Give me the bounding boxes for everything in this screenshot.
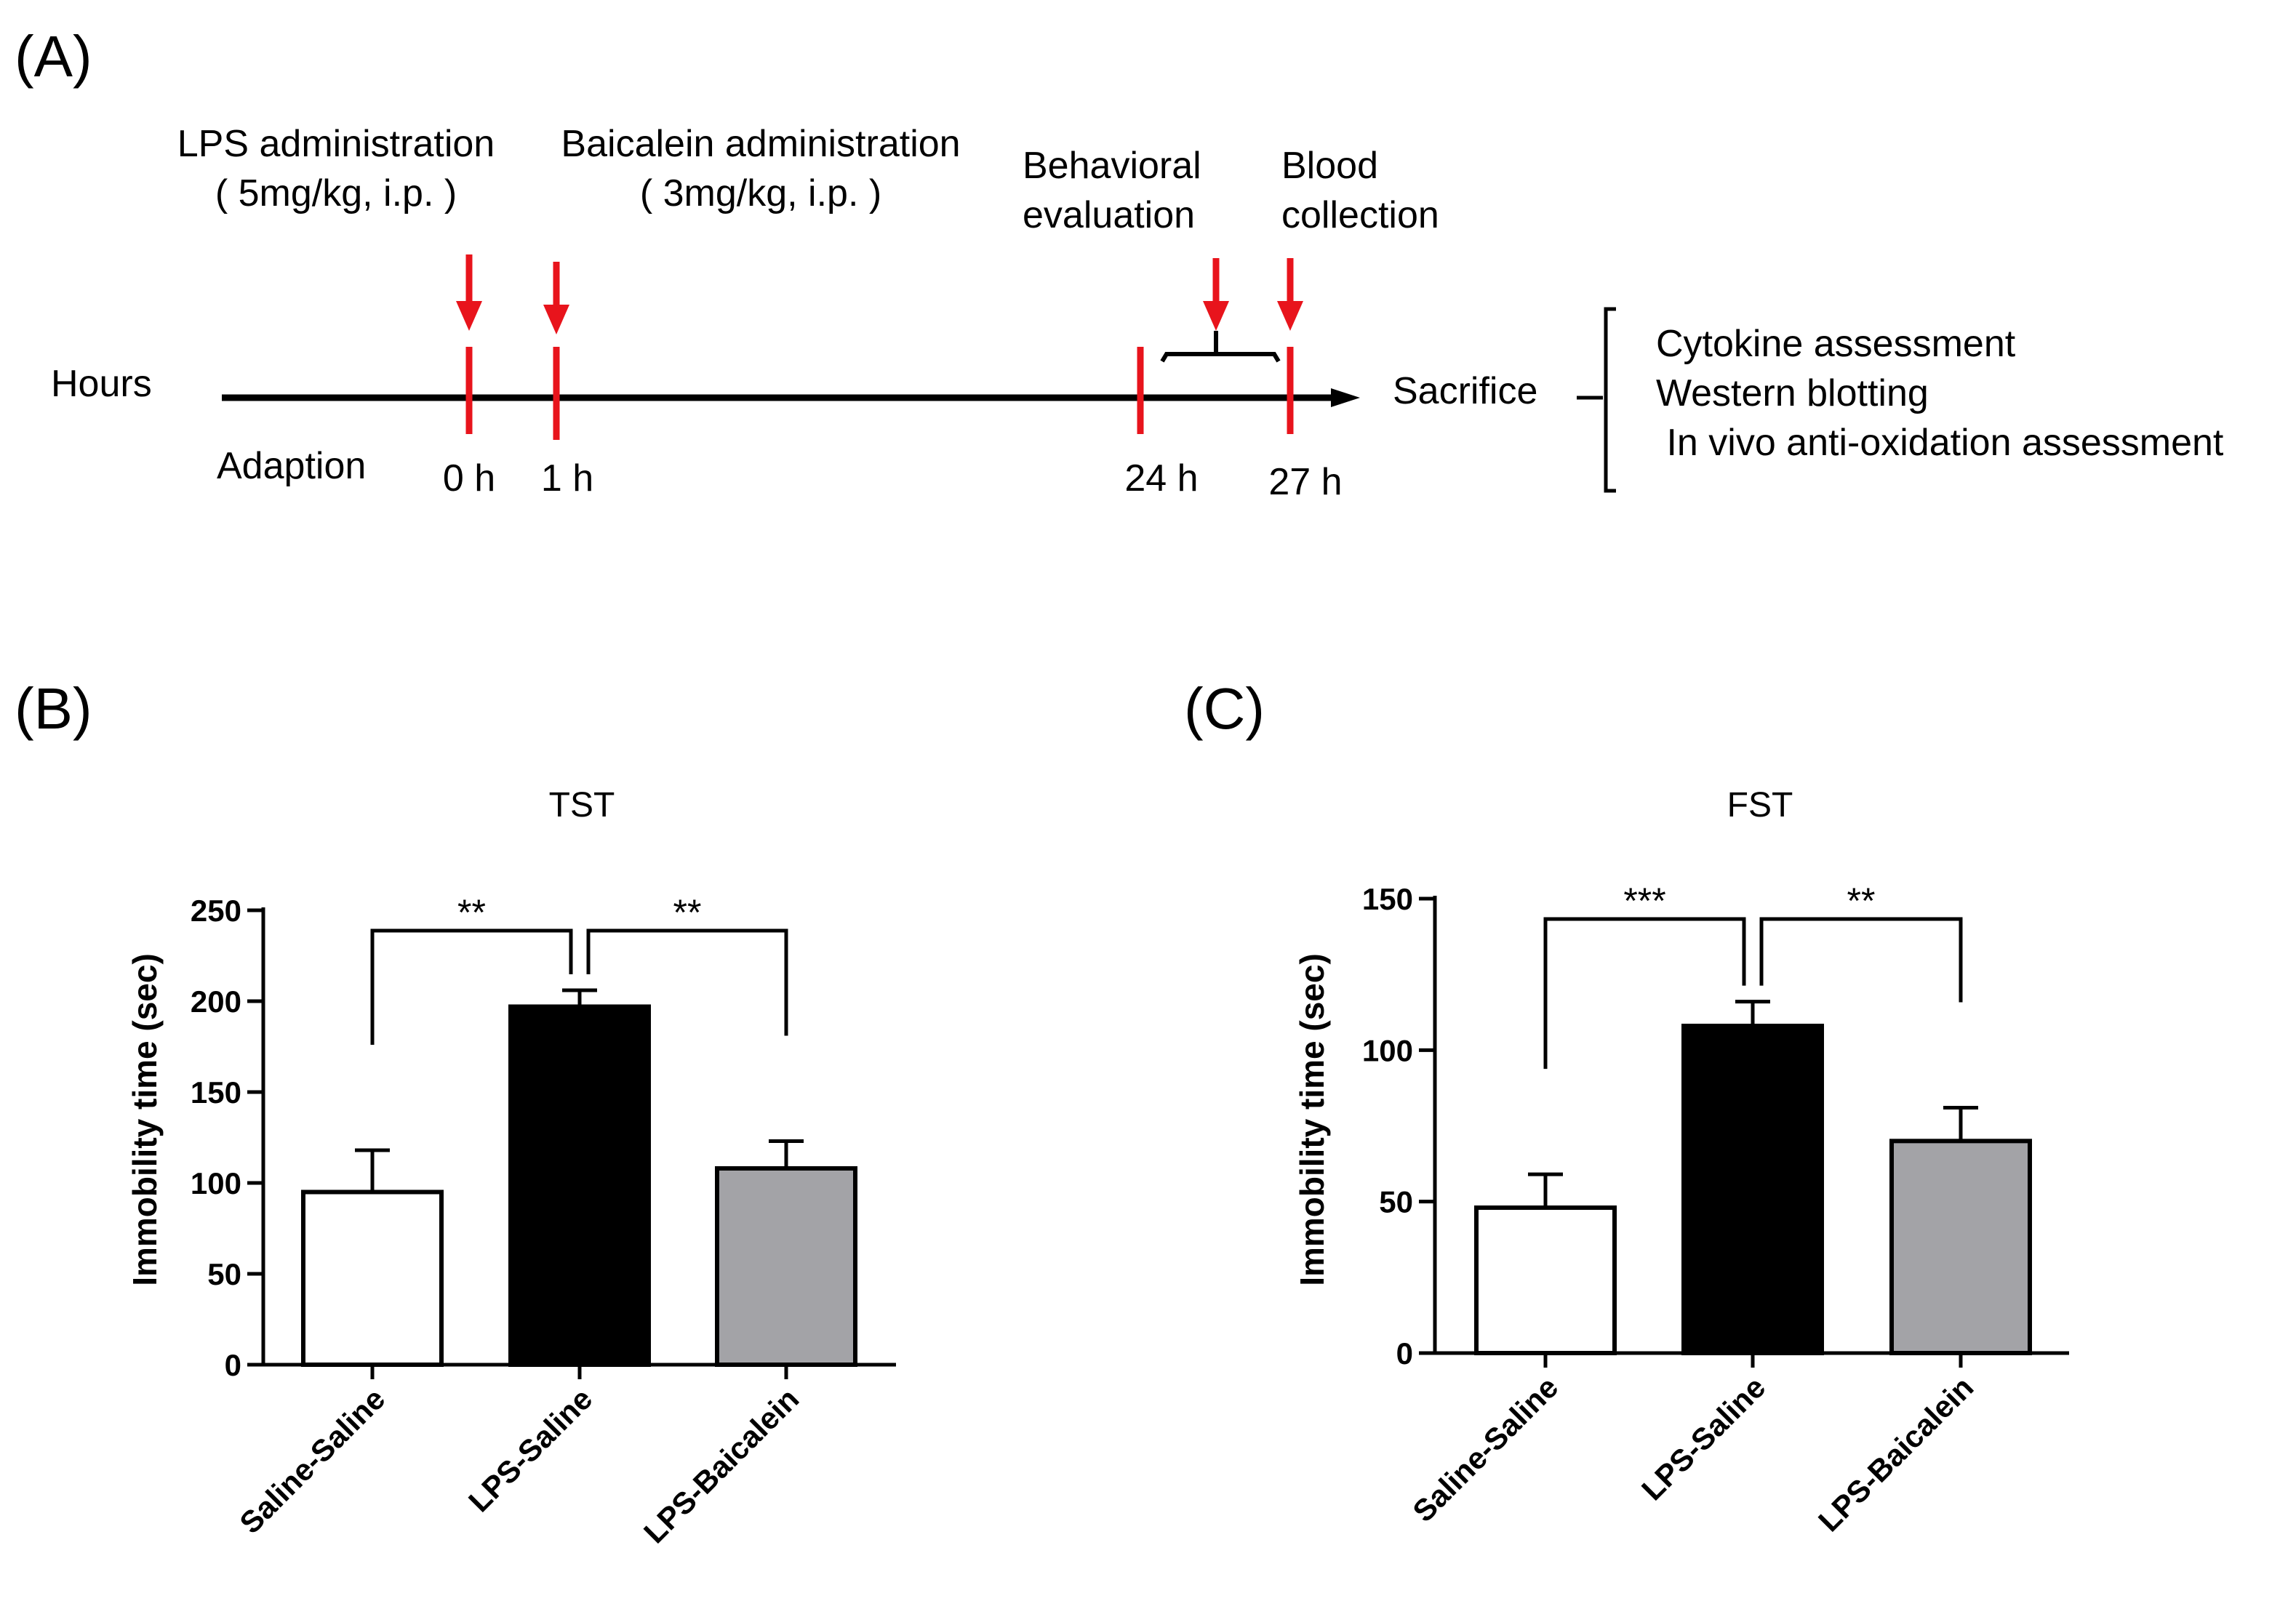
chart-b-bar-1	[508, 1004, 651, 1367]
chart-b-significance-label-0: **	[457, 892, 486, 933]
chart-c-significance-label-1: **	[1847, 880, 1876, 921]
chart-b-significance-label-1: **	[673, 892, 702, 933]
chart-c-significance-bracket-1	[1759, 917, 1963, 1003]
chart-b-bar-2	[715, 1166, 857, 1367]
lps-dose-label: ( 5mg/kg, i.p. )	[215, 172, 457, 214]
chart-b-panel-label: (B)	[15, 676, 92, 741]
timeline-arrowhead-icon	[1331, 388, 1360, 407]
chart-b-y-tick-label: 100	[191, 1166, 241, 1200]
chart-c-significance-bracket-0	[1543, 917, 1746, 1070]
behavioral-evaluation-label-line2: evaluation	[1023, 194, 1195, 236]
time-label-27h: 27 h	[1268, 461, 1342, 503]
chart-b-significance-bracket-0	[370, 928, 573, 1045]
blood-collection-label-line1: Blood	[1281, 145, 1378, 187]
adaption-label: Adaption	[217, 445, 366, 487]
chart-b-y-tick-label: 150	[191, 1075, 241, 1110]
chart-b-significance-bracket-1	[586, 928, 788, 1036]
outcome-western-blot: Western blotting	[1656, 372, 1929, 414]
chart-b-y-tick-label: 0	[225, 1348, 241, 1382]
lps-arrow-icon	[456, 254, 482, 331]
chart-c-y-tick-label: 100	[1362, 1033, 1413, 1067]
time-label-0h: 0 h	[443, 457, 495, 499]
time-label-24h: 24 h	[1124, 457, 1198, 499]
blood-collection-label-line2: collection	[1281, 194, 1439, 236]
baicalein-dose-label: ( 3mg/kg, i.p. )	[640, 172, 881, 214]
behavioral-arrow-icon	[1203, 258, 1229, 331]
behavioral-window-bracket	[1160, 331, 1281, 363]
panel-a-label: (A)	[15, 24, 92, 89]
sacrifice-label: Sacrifice	[1393, 370, 1537, 412]
baicalein-administration-label: Baicalein administration	[561, 123, 960, 165]
outcome-antioxidation: In vivo anti-oxidation assessment	[1656, 422, 2224, 464]
time-label-1h: 1 h	[541, 457, 593, 499]
chart-b-y-axis-label: Immobility time (sec)	[126, 953, 164, 1286]
chart-c-title: FST	[1727, 786, 1793, 824]
chart-b-y-tick-label: 50	[207, 1257, 241, 1291]
outcome-cytokine: Cytokine assessment	[1656, 323, 2016, 365]
chart-b-y-tick-label: 200	[191, 984, 241, 1019]
chart-c-y-tick-label: 50	[1379, 1185, 1413, 1219]
chart-c-y-tick-label: 150	[1362, 882, 1413, 916]
baicalein-arrow-icon	[543, 262, 569, 334]
lps-administration-label: LPS administration	[177, 123, 495, 165]
hours-label: Hours	[51, 363, 152, 405]
panel-a-timeline: (A) LPS administration ( 5mg/kg, i.p. ) …	[15, 24, 2224, 503]
chart-c-bar-1	[1681, 1024, 1824, 1355]
chart-c-bar-0	[1474, 1205, 1617, 1355]
chart-c-y-tick-label: 0	[1396, 1336, 1413, 1371]
outcomes-bracket	[1604, 307, 1616, 493]
chart-c-panel-label: (C)	[1184, 676, 1265, 741]
chart-c-y-axis-label: Immobility time (sec)	[1293, 953, 1331, 1286]
chart-b-y-tick-label: 250	[191, 894, 241, 928]
chart-b-bar-0	[301, 1189, 444, 1367]
behavioral-evaluation-label-line1: Behavioral	[1023, 145, 1201, 187]
chart-b-title: TST	[549, 786, 615, 824]
chart-c-significance-label-0: ***	[1623, 880, 1665, 921]
chart-c-bar-2	[1889, 1139, 2032, 1356]
blood-arrow-icon	[1277, 258, 1303, 331]
